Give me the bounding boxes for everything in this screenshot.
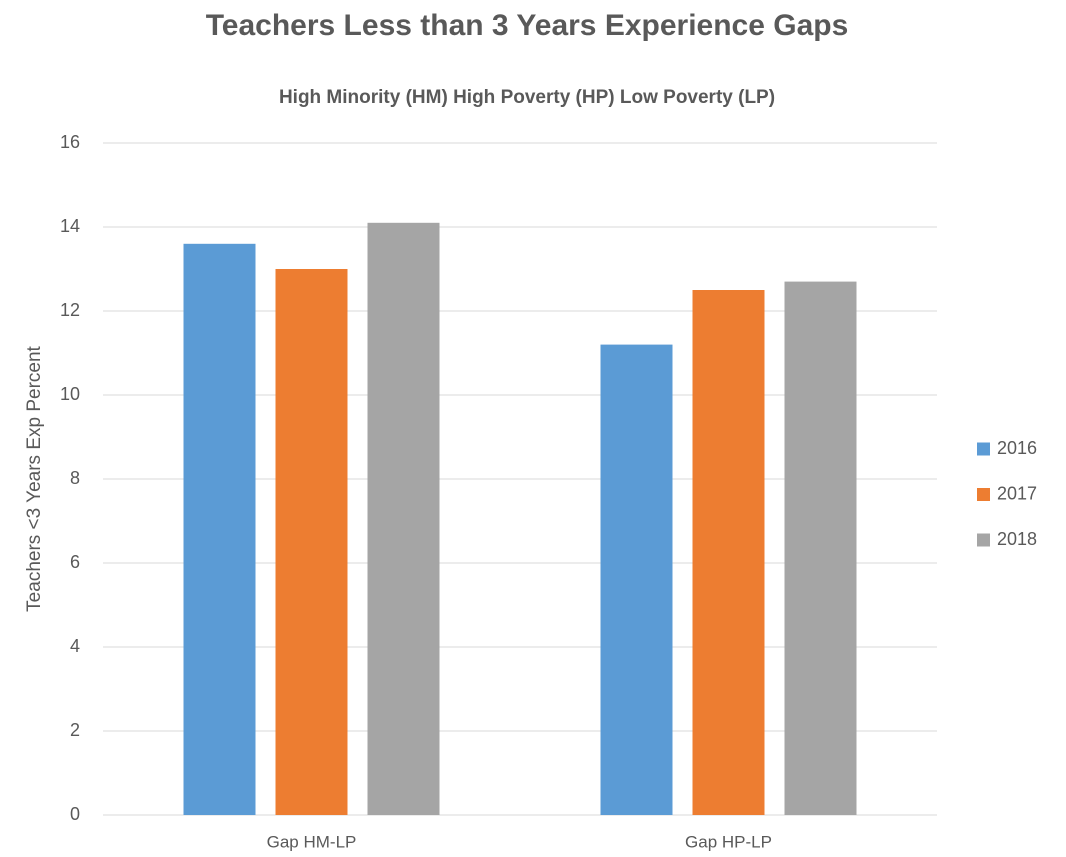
y-tick-label: 8 (70, 468, 80, 488)
y-tick-label: 2 (70, 720, 80, 740)
bar (367, 222, 440, 816)
legend-swatch (977, 442, 990, 456)
y-tick-label: 16 (60, 132, 80, 152)
x-tick-label: Gap HM-LP (267, 832, 357, 851)
bar (275, 269, 348, 815)
x-tick-label: Gap HP-LP (685, 832, 772, 851)
legend-label: 2017 (997, 483, 1037, 503)
y-tick-label: 12 (60, 300, 80, 320)
chart-subtitle: High Minority (HM) High Poverty (HP) Low… (279, 87, 775, 108)
legend-label: 2016 (997, 438, 1037, 458)
legend-swatch (977, 533, 990, 547)
y-tick-label: 0 (70, 804, 80, 824)
y-tick-label: 10 (60, 384, 80, 404)
bar (183, 243, 256, 816)
legend-label: 2018 (997, 529, 1037, 549)
bar (784, 281, 857, 816)
y-tick-label: 4 (70, 636, 80, 656)
bar (600, 344, 673, 815)
chart-title: Teachers Less than 3 Years Experience Ga… (206, 9, 849, 42)
y-axis-label: Teachers <3 Years Exp Percent (24, 345, 45, 611)
bar (692, 290, 765, 815)
y-tick-label: 14 (60, 216, 80, 236)
legend-swatch (977, 488, 990, 501)
y-tick-label: 6 (70, 552, 80, 572)
